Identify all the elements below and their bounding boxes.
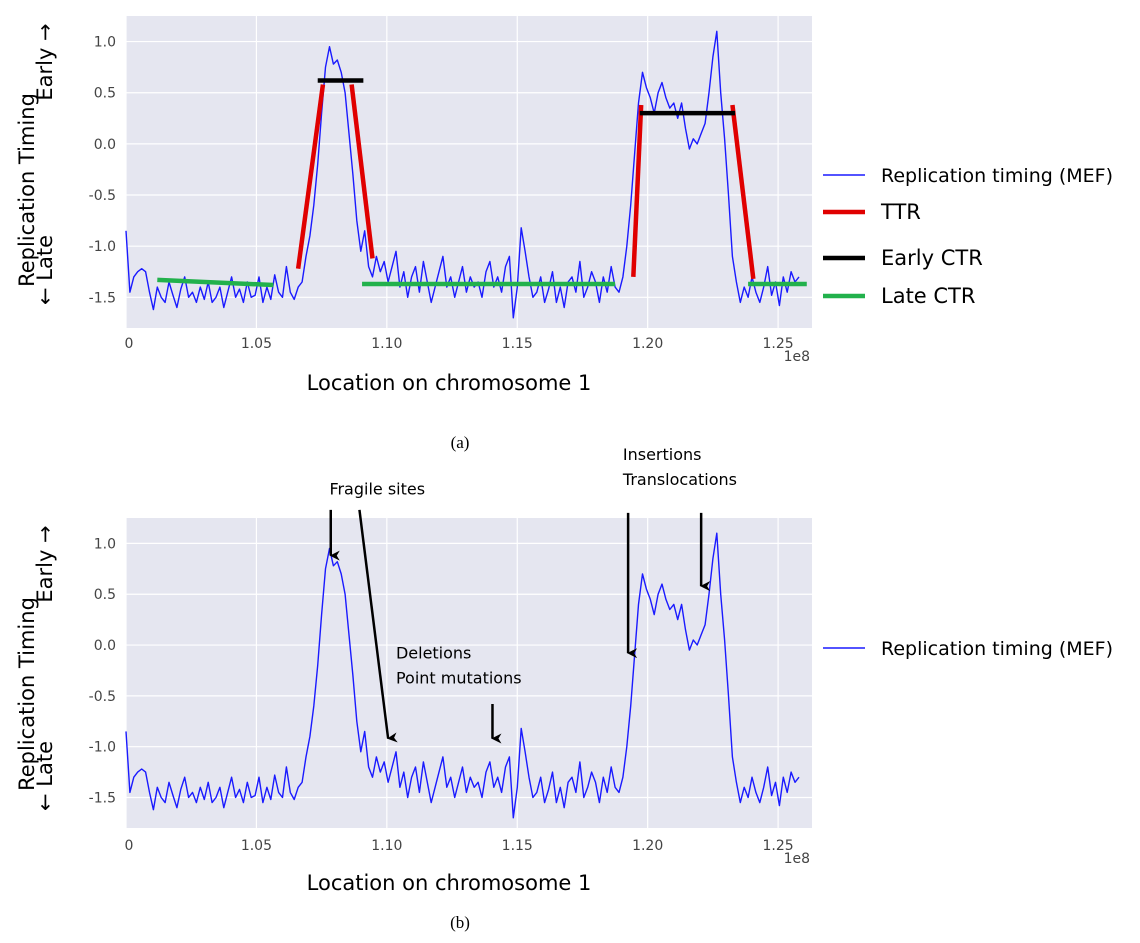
- x-tick-label: 1.10: [371, 838, 402, 854]
- replication-timing-line: [125, 532, 800, 819]
- annotation-label: Fragile sites: [329, 480, 425, 499]
- y-tick-label: 1.0: [94, 35, 116, 51]
- legend-label: Replication timing (MEF): [881, 165, 1113, 187]
- y-axis-late-label: ← Late: [33, 741, 57, 811]
- ttr-segment: [730, 104, 756, 280]
- late-ctr-segment: [157, 277, 274, 288]
- annotation-label: Deletions: [396, 643, 471, 662]
- x-axis-title: Location on chromosome 1: [307, 871, 592, 895]
- y-tick-label: 0.5: [94, 86, 116, 102]
- y-tick-label: 0.0: [94, 638, 116, 654]
- y-tick-label: -1.5: [89, 791, 116, 807]
- x-tick-label: 1.25: [763, 838, 794, 854]
- annotation-label: Insertions: [623, 445, 702, 464]
- panel-b: 0 1.05 1.10 1.15 1.20 1.25 1.0 0.5 0.0 -0.5 -1.0 -1…: [15, 445, 1113, 932]
- x-tick-label: 1.20: [632, 336, 663, 352]
- annotation-arrow: [358, 509, 398, 743]
- x-axis-multiplier: 1e8: [784, 851, 810, 867]
- ttr-segment: [631, 104, 644, 277]
- panel-a: 0 1.05 1.10 1.15 1.20 1.25 1.0 0.5 0.0 -0.5 -1.0 -1…: [15, 16, 1113, 452]
- replication-timing-line: [125, 30, 800, 319]
- plot-background: [126, 16, 812, 328]
- y-tick-label: 1.0: [94, 536, 116, 552]
- y-tick-label: 0.5: [94, 587, 116, 603]
- legend-label: Early CTR: [881, 246, 983, 270]
- y-axis-title: Replication Timing: [15, 93, 39, 287]
- y-tick-label: -0.5: [89, 188, 116, 204]
- annotation-label: Translocations: [622, 470, 737, 489]
- y-axis-title: Replication Timing: [15, 597, 39, 791]
- x-tick-label: 1.10: [371, 336, 402, 352]
- x-axis-multiplier: 1e8: [784, 349, 810, 365]
- x-tick-label: 1.15: [502, 336, 533, 352]
- x-tick-label: 1.25: [763, 336, 794, 352]
- x-tick-label: 1.15: [502, 838, 533, 854]
- y-axis-early-label: Early →: [33, 23, 57, 100]
- ttr-segment: [295, 84, 326, 269]
- panel-caption: (a): [451, 433, 470, 452]
- panel-caption: (b): [450, 913, 470, 932]
- x-tick-label: 0: [125, 838, 134, 854]
- legend-label: Late CTR: [881, 284, 975, 308]
- legend-label: TTR: [880, 200, 921, 224]
- y-axis-late-label: ← Late: [33, 235, 57, 305]
- x-tick-label: 0: [125, 336, 134, 352]
- y-tick-label: 0.0: [94, 137, 116, 153]
- legend-label: Replication timing (MEF): [881, 638, 1113, 660]
- y-tick-label: -1.0: [89, 239, 116, 255]
- x-tick-label: 1.05: [241, 336, 272, 352]
- y-tick-label: -1.0: [89, 740, 116, 756]
- plot-background: [126, 518, 812, 828]
- y-tick-label: -0.5: [89, 689, 116, 705]
- ttr-segment: [349, 84, 375, 259]
- y-tick-label: -1.5: [89, 290, 116, 306]
- x-tick-label: 1.20: [632, 838, 663, 854]
- x-tick-label: 1.05: [241, 838, 272, 854]
- x-axis-title: Location on chromosome 1: [307, 371, 592, 395]
- annotation-label: Point mutations: [396, 668, 522, 687]
- y-axis-early-label: Early →: [33, 525, 57, 602]
